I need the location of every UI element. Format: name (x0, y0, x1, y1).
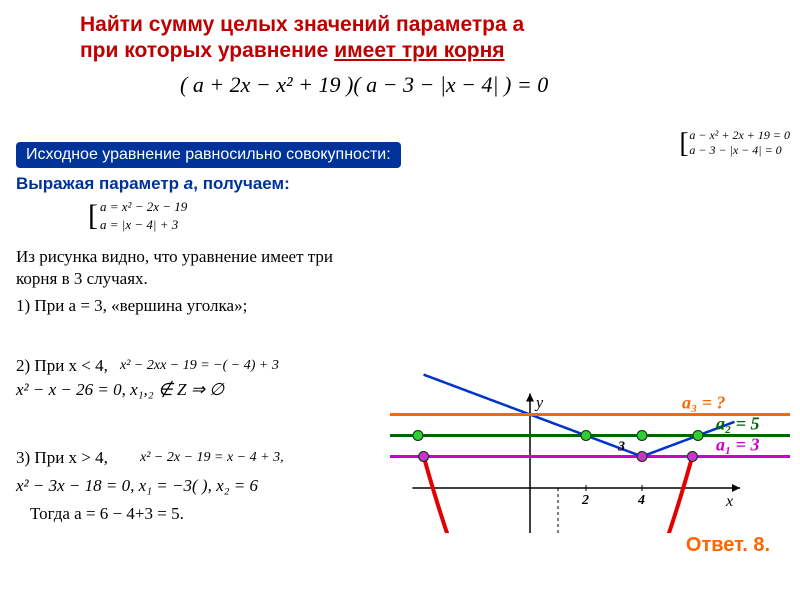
bracket-icon: [ (679, 126, 688, 161)
answer-text: Ответ. 8. (686, 534, 770, 557)
then-text: Тогда a = 6 − 4+3 = 5. (30, 504, 184, 524)
title-line2a: при которых уравнение (80, 39, 334, 62)
svg-text:x: x (725, 493, 733, 510)
expressing-text: Выражая параметр a, получаем: (16, 174, 290, 194)
svg-text:y: y (534, 395, 544, 412)
svg-text:3: 3 (617, 440, 625, 455)
problem-title: Найти сумму целых значений параметра а п… (80, 12, 760, 65)
case-4b: x² − 3x − 18 = 0, x₁ = −3( ), x₂ = 6 (16, 476, 258, 496)
case-3b: x² − x − 26 = 0, x₁,₂ ∉ Z ⇒ ∅ (16, 380, 224, 400)
bracket-icon: [ (88, 196, 98, 237)
coordinate-graph: yxa₃ = ?a₂ = 5a₁ = 3243-20 (390, 188, 790, 533)
sys1-line1: a − x² + 2x + 19 = 0 (689, 128, 790, 142)
title-underline: имеет три корня (334, 39, 504, 62)
svg-text:2: 2 (581, 493, 589, 508)
case-4eq: x² − 2x − 19 = x − 4 + 3, (140, 450, 284, 466)
system-1: [ a − x² + 2x + 19 = 0 a − 3 − |x − 4| =… (689, 128, 790, 158)
expr-c: , получаем: (193, 174, 290, 193)
svg-text:a₂ = 5: a₂ = 5 (716, 414, 760, 434)
text-visible: Из рисунка видно, что уравнение имеет тр… (16, 246, 376, 290)
svg-text:a₃ = ?: a₃ = ? (682, 393, 726, 413)
sys1-line2: a − 3 − |x − 4| = 0 (689, 143, 781, 157)
title-line1: Найти сумму целых значений параметра а (80, 13, 524, 36)
case-3a: 2) При x < 4, (16, 356, 108, 376)
system-2: [ a = x² − 2x − 19 a = |x − 4| + 3 (100, 198, 187, 233)
expr-b: a (184, 174, 193, 193)
expr-a: Выражая параметр (16, 174, 184, 193)
case-1: 1) При a = 3, «вершина уголка»; (16, 296, 247, 316)
sys2-line2: a = |x − 4| + 3 (100, 217, 178, 232)
banner-text: Исходное уравнение равносильно совокупно… (16, 142, 401, 168)
svg-text:4: 4 (637, 493, 645, 508)
svg-text:a₁ = 3: a₁ = 3 (716, 435, 760, 455)
case-3eq: x² − 2xx − 19 = −( − 4) + 3 (120, 358, 279, 374)
case-4a: 3) При x > 4, (16, 448, 108, 468)
main-equation: ( a + 2x − x² + 19 )( a − 3 − |x − 4| ) … (180, 72, 548, 98)
sys2-line1: a = x² − 2x − 19 (100, 199, 187, 214)
